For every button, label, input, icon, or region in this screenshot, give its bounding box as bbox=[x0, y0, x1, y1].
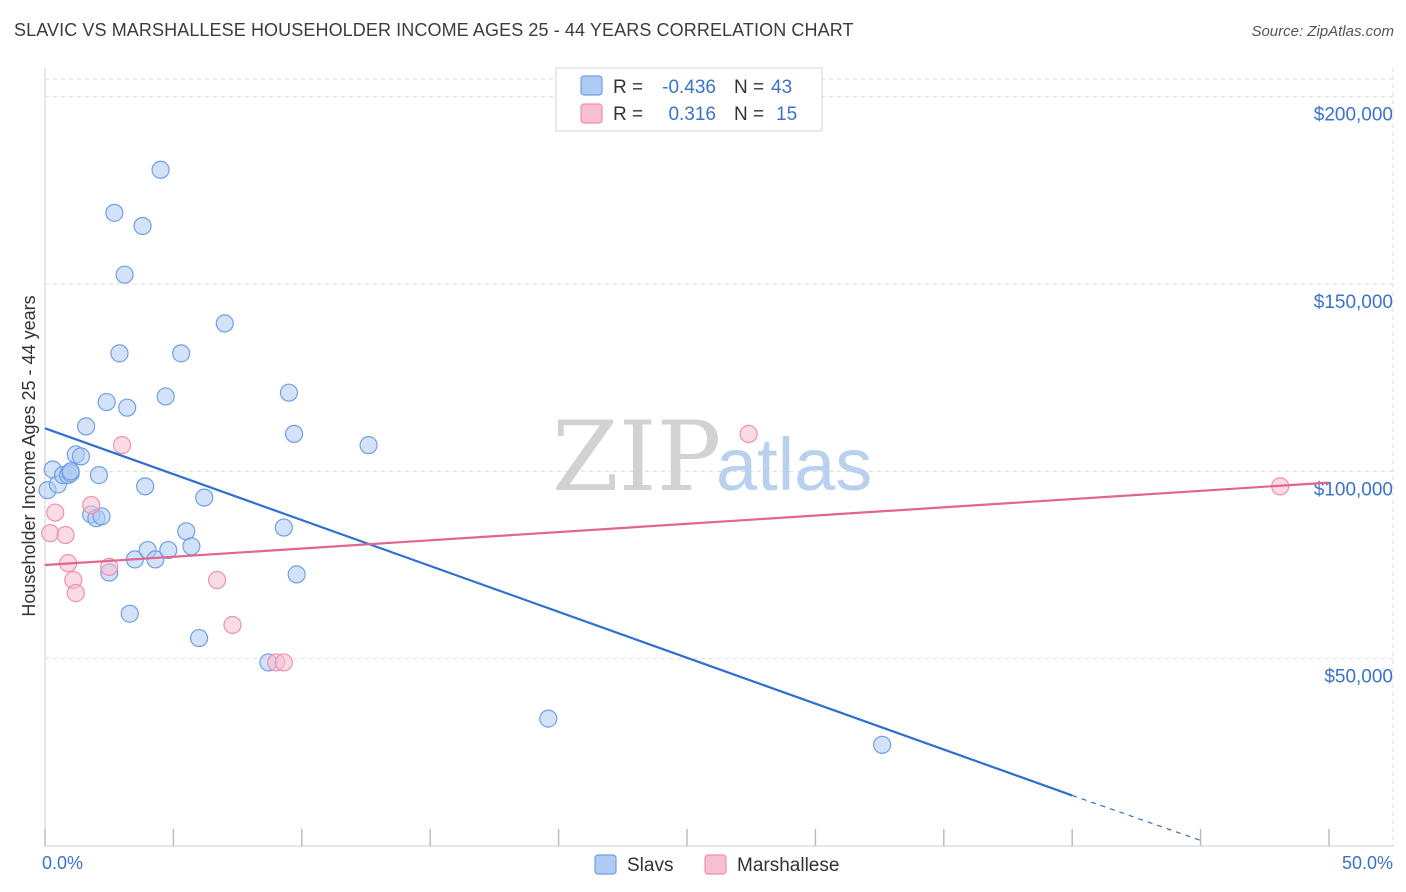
slavs-point bbox=[159, 540, 178, 560]
slavs-point bbox=[279, 383, 299, 402]
slavs-point bbox=[284, 424, 304, 444]
bottom-legend-label-slavs: Slavs bbox=[627, 855, 673, 876]
legend-n-label-slavs: N = bbox=[734, 77, 764, 98]
slavs-point bbox=[359, 436, 378, 455]
slavs-point bbox=[151, 160, 170, 179]
slavs-point bbox=[539, 709, 558, 728]
y-tick-label: $50,000 bbox=[1324, 667, 1393, 688]
marshallese-point bbox=[66, 584, 85, 603]
legend-r-label-slavs: R = bbox=[613, 77, 643, 98]
slavs-point bbox=[76, 417, 96, 436]
slavs-point bbox=[156, 387, 175, 406]
bottom-legend-swatch-marshallese bbox=[704, 854, 727, 875]
marshallese-point bbox=[112, 436, 132, 455]
slavs-point bbox=[287, 565, 306, 584]
slavs-trend-extension bbox=[1072, 794, 1201, 841]
marshallese-point bbox=[274, 653, 293, 672]
y-axis-label: Householder Income Ages 25 - 44 years bbox=[19, 295, 39, 616]
legend-n-value-marshallese: 15 bbox=[776, 104, 797, 125]
legend-swatch-marshallese bbox=[580, 103, 603, 124]
slavs-point bbox=[120, 604, 139, 623]
legend-n-label-marshallese: N = bbox=[734, 104, 764, 125]
marshallese-point bbox=[223, 615, 242, 635]
legend-r-label-marshallese: R = bbox=[613, 104, 643, 125]
slavs-point bbox=[133, 216, 152, 236]
bottom-legend: Slavs Marshallese bbox=[594, 854, 839, 876]
slavs-point bbox=[71, 447, 91, 466]
slavs-point bbox=[105, 203, 124, 222]
slavs-point bbox=[115, 265, 134, 284]
slavs-point bbox=[172, 344, 191, 363]
watermark-zip: ZIP bbox=[552, 401, 721, 513]
legend-r-value-slavs: -0.436 bbox=[662, 77, 716, 98]
y-tick-label: $100,000 bbox=[1314, 479, 1393, 500]
marshallese-point bbox=[41, 524, 60, 543]
slavs-point bbox=[110, 344, 129, 363]
marshallese-point bbox=[739, 424, 758, 444]
source-label: Source: ZipAtlas.com bbox=[1251, 23, 1394, 40]
slavs-points bbox=[38, 160, 892, 754]
slavs-point bbox=[136, 477, 155, 496]
chart-title: SLAVIC VS MARSHALLESE HOUSEHOLDER INCOME… bbox=[14, 20, 854, 40]
slavs-point bbox=[873, 735, 892, 754]
legend-n-value-slavs: 43 bbox=[771, 77, 792, 98]
slavs-point bbox=[92, 507, 111, 526]
marshallese-point bbox=[82, 495, 101, 515]
slavs-point bbox=[89, 466, 109, 485]
x-axis-ticks bbox=[44, 829, 1330, 846]
marshallese-points bbox=[41, 424, 1290, 672]
slavs-point bbox=[274, 518, 293, 537]
marshallese-trend-line bbox=[44, 481, 1330, 567]
slavs-point bbox=[97, 392, 116, 412]
x-tick-label-min: 0.0% bbox=[42, 853, 83, 873]
y-tick-label: $150,000 bbox=[1314, 292, 1393, 313]
slavs-point bbox=[195, 488, 214, 507]
bottom-legend-swatch-slavs bbox=[594, 854, 617, 875]
legend-box: R = -0.436 N = 43 R = 0.316 N = 15 bbox=[555, 67, 823, 132]
marshallese-point bbox=[56, 525, 75, 545]
bottom-legend-label-marshallese: Marshallese bbox=[737, 855, 839, 876]
x-tick-label-max: 50.0% bbox=[1342, 853, 1393, 873]
slavs-point bbox=[215, 314, 234, 333]
slavs-point bbox=[118, 398, 137, 417]
gridlines bbox=[45, 68, 1394, 846]
watermark-atlas: atlas bbox=[716, 423, 872, 506]
y-tick-label: $200,000 bbox=[1314, 105, 1393, 126]
trend-lines bbox=[44, 427, 1330, 841]
legend-r-value-marshallese: 0.316 bbox=[668, 104, 716, 125]
slavs-trend-line bbox=[44, 427, 1073, 797]
slavs-point bbox=[61, 462, 80, 481]
marshallese-point bbox=[100, 557, 119, 576]
slavs-point bbox=[189, 628, 209, 648]
marshallese-point bbox=[46, 503, 65, 522]
slavs-point bbox=[182, 537, 201, 556]
marshallese-point bbox=[207, 570, 227, 590]
y-axis-tick-labels: $50,000 $100,000 $150,000 $200,000 bbox=[1314, 105, 1393, 688]
axes bbox=[44, 68, 1393, 847]
legend-swatch-slavs bbox=[580, 75, 603, 96]
